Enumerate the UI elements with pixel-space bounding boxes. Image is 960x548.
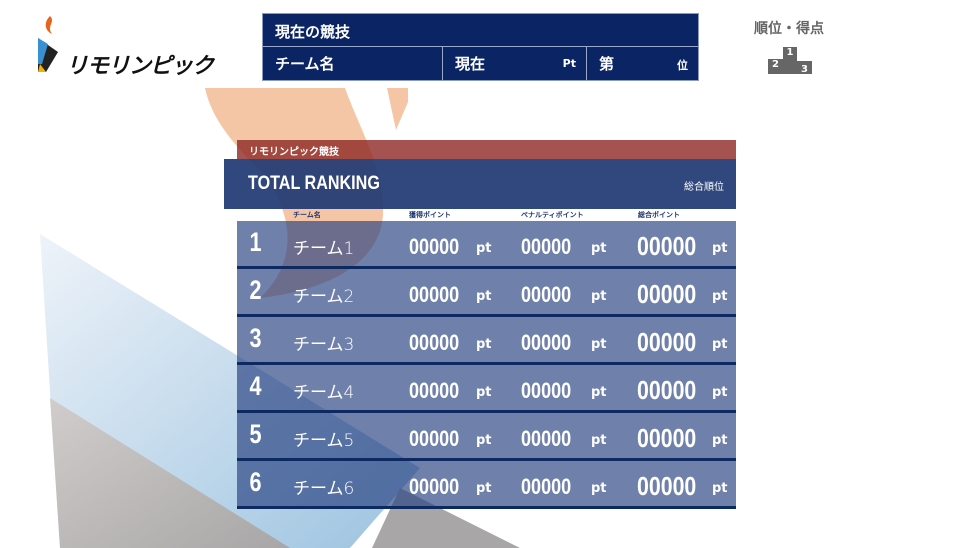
team-name: チーム6 [293,479,355,499]
total-points: 00000 [637,279,697,309]
table-row: 6 チーム6 00000 pt 00000 pt 00000 pt [237,461,736,509]
unit: pt [591,385,607,400]
column-headers: チーム名 獲得ポイント ペナルティポイント 総合ポイント [237,209,736,221]
torch-icon [38,16,58,72]
team-name: チーム2 [293,287,355,307]
rank: 3 [249,323,262,353]
unit: pt [591,241,607,256]
unit: pt [591,433,607,448]
ranking-header: TOTAL RANKING 総合順位 [224,159,736,209]
unit: pt [476,481,492,496]
team-name: チーム4 [293,383,355,403]
total-points: 00000 [637,471,697,501]
table-row: 3 チーム3 00000 pt 00000 pt 00000 pt [237,317,736,365]
unit: pt [591,481,607,496]
ranking-link[interactable]: 順位・得点 [754,21,824,37]
earned-points: 00000 [409,426,460,451]
unit: pt [712,481,728,496]
unit: pt [591,289,607,304]
earned-points: 00000 [409,474,460,499]
unit: pt [712,289,728,304]
current-event-title: 現在の競技 [263,14,698,47]
current-points-cell: 現在 Pt [443,47,587,80]
rank: 6 [249,467,262,497]
penalty-points: 00000 [521,330,572,355]
podium-1: 1 [783,47,797,74]
podium-icon[interactable]: 2 1 3 [768,47,812,75]
team-name-cell: チーム名 [263,47,443,80]
unit: pt [476,433,492,448]
unit: pt [476,385,492,400]
col-total: 総合ポイント [638,211,680,219]
col-earned: 獲得ポイント [409,211,451,219]
total-points: 00000 [637,375,697,405]
total-points: 00000 [637,231,697,261]
table-row: 4 チーム4 00000 pt 00000 pt 00000 pt [237,365,736,413]
unit: pt [712,337,728,352]
ranking-title: TOTAL RANKING [248,173,380,194]
ranking-subtitle: 総合順位 [684,182,724,193]
gray-shape [50,398,290,548]
rank: 5 [249,419,262,449]
unit: pt [591,337,607,352]
unit: pt [476,337,492,352]
table-row: 2 チーム2 00000 pt 00000 pt 00000 pt [237,269,736,317]
logo-text: リモリンピック [66,54,214,79]
earned-points: 00000 [409,378,460,403]
penalty-points: 00000 [521,234,572,259]
category-band: リモリンピック競技 [237,140,736,159]
total-points: 00000 [637,327,697,357]
logo: リモリンピック [36,14,226,79]
penalty-points: 00000 [521,474,572,499]
current-label: 現在 [455,55,486,73]
earned-points: 00000 [409,330,460,355]
team-name: チーム3 [293,335,355,355]
current-event-box: 現在の競技 チーム名 現在 Pt 第位 [262,13,699,81]
rank-suffix: 位 [677,59,688,72]
col-team: チーム名 [293,211,321,219]
table-row: 5 チーム5 00000 pt 00000 pt 00000 pt [237,413,736,461]
podium-3: 3 [797,61,812,75]
earned-points: 00000 [409,282,460,307]
rank: 2 [249,275,262,305]
pt-unit: Pt [562,57,576,70]
rank: 1 [249,227,262,257]
current-rank-cell: 第位 [587,47,698,80]
total-points: 00000 [637,423,697,453]
podium-2: 2 [768,59,783,74]
penalty-points: 00000 [521,378,572,403]
penalty-points: 00000 [521,282,572,307]
unit: pt [712,241,728,256]
rank-prefix: 第 [599,55,615,73]
team-name: チーム5 [293,431,355,451]
team-name-label: チーム名 [275,55,335,73]
unit: pt [712,385,728,400]
unit: pt [476,289,492,304]
ranking-panel: リモリンピック競技 TOTAL RANKING 総合順位 チーム名 獲得ポイント… [224,140,736,509]
unit: pt [712,433,728,448]
rank: 4 [249,371,262,401]
penalty-points: 00000 [521,426,572,451]
table-row: 1 チーム1 00000 pt 00000 pt 00000 pt [237,221,736,269]
earned-points: 00000 [409,234,460,259]
col-penalty: ペナルティポイント [521,211,584,219]
unit: pt [476,241,492,256]
team-name: チーム1 [293,239,355,259]
